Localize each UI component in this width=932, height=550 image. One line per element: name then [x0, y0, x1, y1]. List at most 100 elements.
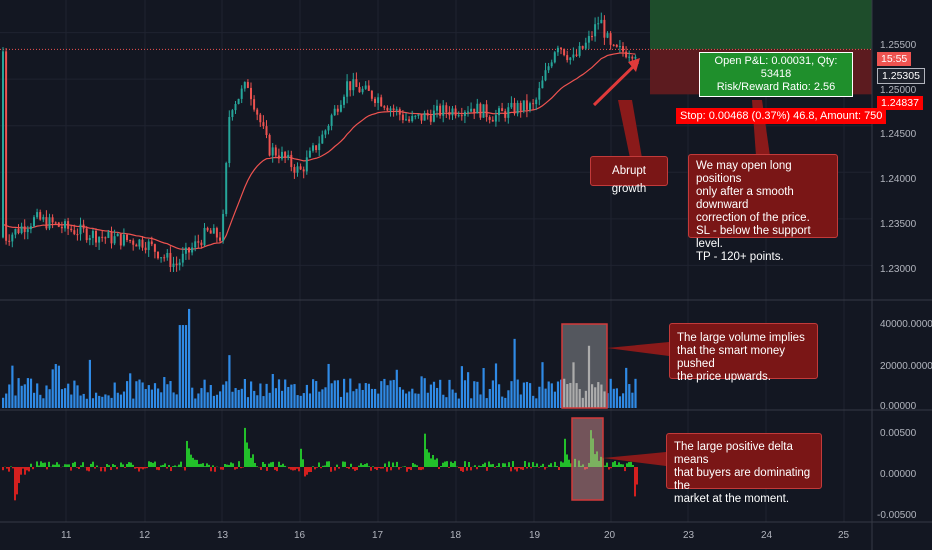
- volume-bar: [609, 378, 612, 408]
- target-zone: [650, 0, 872, 50]
- volume-bar: [460, 366, 463, 408]
- volume-bar: [141, 382, 144, 408]
- x-tick: 25: [838, 530, 850, 541]
- candle-body: [327, 125, 330, 131]
- volume-bar: [401, 389, 405, 408]
- volume-bar: [383, 378, 386, 408]
- volume-bar: [107, 395, 110, 408]
- volume-tick: 0.00000: [880, 401, 917, 412]
- volume-bar: [423, 378, 426, 408]
- candle-body: [442, 105, 445, 116]
- candle-body: [541, 80, 544, 89]
- candle-body: [104, 237, 107, 239]
- volume-bar: [315, 381, 318, 408]
- candle-body: [600, 19, 603, 24]
- candle-body: [181, 253, 184, 263]
- candle-body: [346, 81, 349, 97]
- candle-body: [287, 154, 290, 158]
- x-tick: 11: [61, 530, 72, 541]
- volume-bar: [544, 388, 547, 408]
- volume-bar: [538, 386, 541, 408]
- candle-body: [429, 115, 432, 122]
- volume-bar: [457, 398, 460, 408]
- candle-body: [308, 150, 311, 158]
- volume-bar: [113, 382, 116, 408]
- candle-body: [284, 151, 287, 158]
- candle-body: [606, 33, 609, 38]
- volume-bar: [327, 363, 330, 408]
- volume-bar: [163, 377, 166, 408]
- volume-bar: [482, 368, 485, 408]
- volume-bar: [203, 379, 206, 408]
- candle-body: [603, 19, 606, 38]
- open-pl-text: Open P&L: 0.00031, Qty: 53418: [714, 55, 838, 80]
- candle-body: [237, 98, 240, 104]
- candle-body: [228, 117, 231, 164]
- volume-bar: [470, 398, 473, 408]
- candle-body: [522, 100, 525, 111]
- x-tick: 20: [604, 530, 616, 541]
- volume-note: The large volume implies that the smart …: [669, 323, 818, 383]
- candle-body: [538, 88, 541, 100]
- volume-bar: [17, 378, 20, 408]
- volume-bar: [302, 393, 305, 408]
- volume-bar: [473, 381, 476, 408]
- candle-body: [215, 228, 218, 238]
- candle-body: [420, 114, 423, 121]
- candle-body: [572, 54, 575, 58]
- delta-highlight-box: [571, 417, 604, 501]
- volume-bar: [284, 379, 287, 408]
- candle-body: [439, 105, 442, 116]
- candle-body: [101, 236, 104, 238]
- volume-bar: [110, 397, 113, 408]
- volume-bar: [215, 394, 219, 408]
- volume-bar: [321, 389, 324, 408]
- candle-body: [315, 145, 318, 151]
- open-pl-box[interactable]: Open P&L: 0.00031, Qty: 53418 Risk/Rewar…: [699, 52, 853, 97]
- volume-bar: [516, 379, 519, 408]
- candle-body: [172, 263, 175, 267]
- volume-bar: [333, 380, 336, 408]
- volume-bar: [349, 378, 352, 408]
- candle-body: [339, 104, 342, 112]
- x-tick: 19: [529, 530, 541, 541]
- volume-bar: [119, 394, 122, 408]
- candle-body: [129, 240, 132, 242]
- risk-reward-text: Risk/Reward Ratio: 2.56: [716, 81, 836, 93]
- candle-body: [473, 108, 476, 114]
- candle-body: [17, 229, 20, 234]
- candle-body: [265, 126, 268, 136]
- candle-body: [178, 262, 181, 266]
- volume-bar: [290, 384, 293, 408]
- candle-body: [57, 222, 60, 227]
- volume-tick: 40000.00000: [880, 319, 932, 330]
- volume-bar: [64, 388, 67, 408]
- candle-body: [330, 115, 333, 126]
- volume-bar: [206, 392, 209, 408]
- candle-body: [482, 104, 485, 118]
- volume-bar: [169, 381, 172, 408]
- volume-bar: [380, 381, 383, 408]
- candle-body: [85, 228, 88, 241]
- candle-body: [290, 154, 293, 168]
- candle-body: [525, 100, 528, 110]
- candle-body: [222, 214, 225, 241]
- candle-body: [33, 217, 35, 227]
- candle-body: [200, 242, 203, 246]
- volume-bar: [628, 384, 631, 408]
- volume-bar: [138, 379, 141, 408]
- candle-body: [135, 244, 138, 247]
- candle-body: [451, 108, 454, 116]
- volume-bar: [439, 379, 442, 408]
- volume-bar: [346, 392, 349, 408]
- volume-bar: [467, 372, 470, 408]
- price-tick: 1.23000: [880, 264, 917, 275]
- candle-body: [597, 23, 600, 25]
- volume-bar: [73, 380, 76, 408]
- volume-bar: [550, 383, 553, 408]
- candle-body: [513, 102, 516, 114]
- candle-body: [126, 234, 128, 241]
- candle-body: [243, 82, 246, 89]
- volume-bar: [476, 381, 479, 408]
- volume-bar: [519, 394, 522, 408]
